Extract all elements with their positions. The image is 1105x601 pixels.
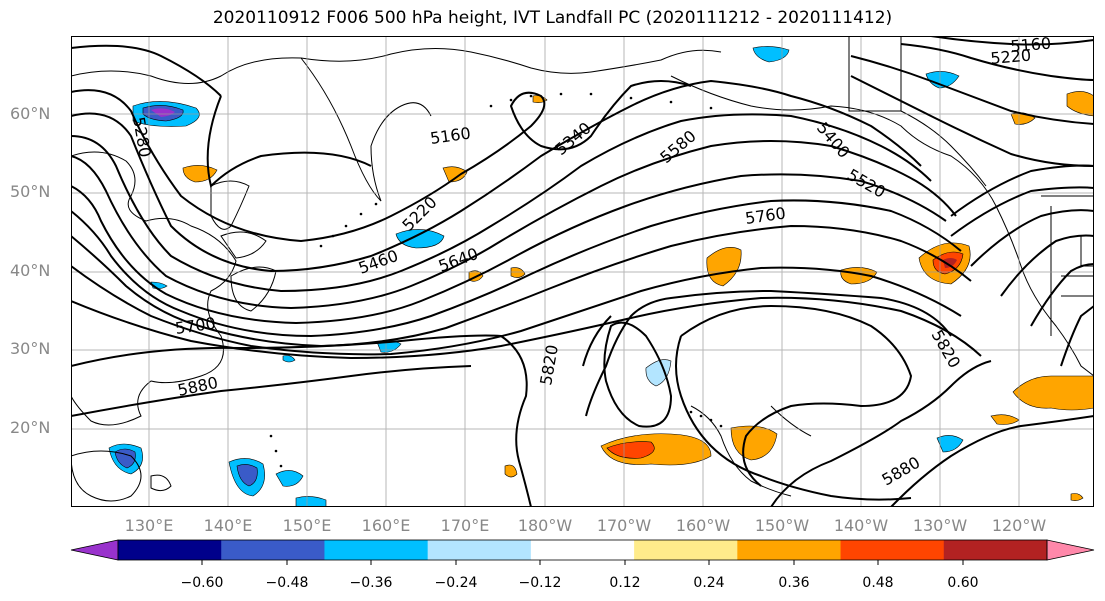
lon-label-120w: 120°W bbox=[991, 516, 1047, 535]
lat-label-60n: 60°N bbox=[10, 104, 51, 123]
colorbar-arrow-high bbox=[1046, 539, 1095, 561]
chart-title: 2020110912 F006 500 hPa height, IVT Land… bbox=[212, 8, 893, 28]
colorbar-segment bbox=[634, 540, 738, 560]
colorbar-segment bbox=[737, 540, 842, 560]
lon-label-170w: 170°W bbox=[596, 516, 652, 535]
colorbar-segment bbox=[943, 540, 1048, 560]
lon-label-150e: 150°E bbox=[282, 516, 332, 535]
colorbar-tick-7: 0.24 bbox=[693, 575, 725, 591]
colorbar-segment bbox=[324, 540, 429, 560]
lon-label-170e: 170°E bbox=[440, 516, 490, 535]
colorbar-segment bbox=[221, 540, 325, 560]
contour-label: 5160 bbox=[1010, 36, 1052, 56]
lon-label-140e: 140°E bbox=[203, 516, 253, 535]
colorbar-tick-9: 0.48 bbox=[862, 575, 894, 591]
colorbar bbox=[70, 539, 1095, 565]
lat-label-50n: 50°N bbox=[10, 182, 51, 201]
colorbar-tick-5: −0.12 bbox=[518, 575, 562, 591]
colorbar-segment bbox=[427, 540, 532, 560]
lon-label-130w: 130°W bbox=[912, 516, 968, 535]
colorbar-tick-2: −0.48 bbox=[265, 575, 309, 591]
map-panel: 5160 5220 5160 5220 5280 5340 5400 5460 5520 5580… bbox=[71, 36, 1094, 507]
contour-label: 5220 bbox=[990, 46, 1032, 68]
colorbar-tick-6: 0.12 bbox=[609, 575, 641, 591]
lat-label-20n: 20°N bbox=[10, 418, 51, 437]
lat-label-40n: 40°N bbox=[10, 261, 51, 280]
lon-label-150w: 150°W bbox=[754, 516, 810, 535]
lon-label-160w: 160°W bbox=[675, 516, 731, 535]
lon-label-140w: 140°W bbox=[833, 516, 889, 535]
coastlines bbox=[71, 36, 1094, 502]
colorbar-tick-10: 0.60 bbox=[947, 575, 979, 591]
colorbar-segment bbox=[840, 540, 945, 560]
colorbar-tick-3: −0.36 bbox=[349, 575, 393, 591]
ivt-anomaly-shading bbox=[108, 46, 1094, 507]
colorbar-tick-4: −0.24 bbox=[434, 575, 478, 591]
colorbar-tick-8: 0.36 bbox=[778, 575, 810, 591]
colorbar-tick-1: −0.60 bbox=[180, 575, 224, 591]
colorbar-arrow-low bbox=[70, 539, 119, 561]
lat-label-30n: 30°N bbox=[10, 339, 51, 358]
lon-label-160e: 160°E bbox=[361, 516, 411, 535]
colorbar-segment bbox=[530, 540, 635, 560]
lon-label-130e: 130°E bbox=[124, 516, 174, 535]
height-contours bbox=[71, 36, 1094, 507]
colorbar-segment bbox=[118, 540, 222, 560]
lon-label-180w: 180°W bbox=[517, 516, 573, 535]
